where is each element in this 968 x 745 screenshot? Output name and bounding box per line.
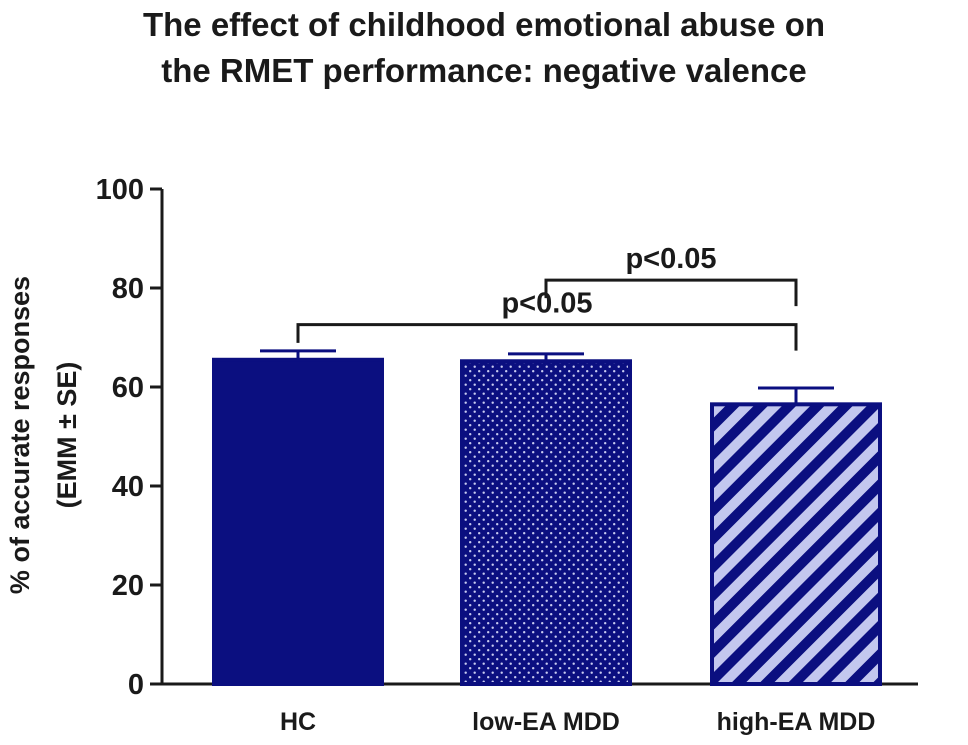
chart-title-line-2: the RMET performance: negative valence (161, 52, 807, 89)
axes: 0 20 40 60 80 100 (96, 174, 918, 701)
y-tick-label: 40 (112, 471, 144, 503)
y-axis-title-line-1: % of accurate responses (5, 276, 35, 594)
y-tick-label: 20 (112, 570, 144, 602)
bar (460, 359, 632, 686)
significance-label: p<0.05 (625, 243, 716, 275)
chart-title-line-1: The effect of childhood emotional abuse … (142, 6, 826, 43)
y-tick-label: 80 (112, 273, 144, 305)
x-tick-label: high-EA MDD (717, 708, 876, 736)
y-tick-label: 100 (96, 174, 144, 206)
significance-brackets: p<0.05p<0.05 (296, 243, 798, 351)
chart-title: The effect of childhood emotional abuse … (0, 2, 968, 94)
bar (710, 402, 882, 686)
bars: HC low-EA MDD high-EA MDD (212, 349, 882, 736)
bar (212, 357, 384, 686)
significance-bracket (544, 278, 798, 307)
x-tick-label: low-EA MDD (472, 708, 620, 736)
x-tick-label: HC (280, 708, 316, 736)
y-axis-title: % of accurate responses (EMM ± SE) (5, 276, 82, 594)
y-tick-label: 0 (128, 669, 144, 701)
y-axis-title-line-2: (EMM ± SE) (52, 362, 82, 509)
significance-bracket (296, 323, 798, 351)
y-tick-label: 60 (112, 372, 144, 404)
